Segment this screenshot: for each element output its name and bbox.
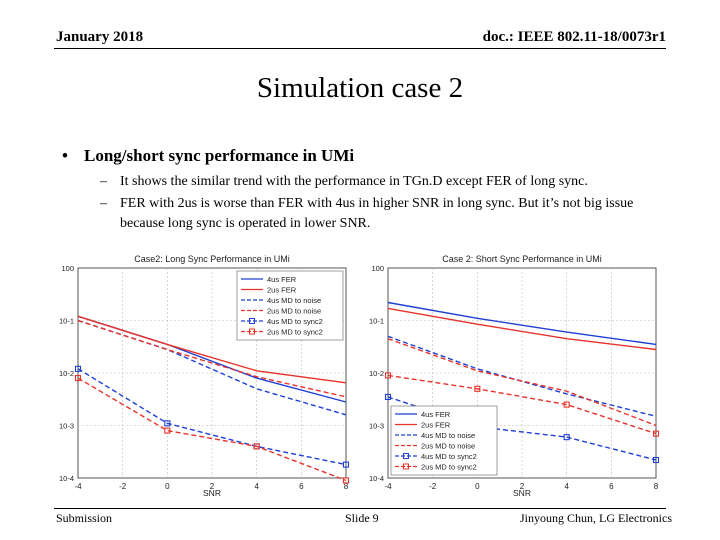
short-sync-series-line-3 — [387, 338, 657, 427]
header-doc-id: doc.: IEEE 802.11-18/0073r1 — [482, 29, 666, 45]
long-sync-legend-label: 4us MD to sync2 — [267, 317, 323, 326]
bullet-marker: • — [62, 146, 68, 165]
footer-rule — [54, 508, 666, 509]
short-sync-data-point — [474, 385, 481, 392]
long-sync-legend-label: 2us FER — [267, 286, 297, 295]
slide-title: Simulation case 2 — [256, 72, 464, 104]
long-sync-x-tick-label: 2 — [210, 482, 215, 491]
long-sync-data-point — [74, 365, 82, 372]
short-sync-series-line-0 — [387, 301, 657, 346]
long-sync-data-point — [253, 443, 260, 450]
short-sync-series-line-1 — [387, 307, 657, 351]
sub-bullet-dash: – — [100, 174, 107, 189]
long-sync-legend-label: 2us MD to sync2 — [267, 328, 323, 337]
long-sync-x-tick-label: 0 — [165, 482, 170, 491]
long-sync-x-tick-label: 4 — [254, 482, 259, 491]
short-sync-legend-label: 2us FER — [421, 421, 451, 430]
short-sync-x-tick-label: -2 — [429, 482, 437, 491]
long-sync-legend-marker — [249, 318, 255, 324]
long-sync-x-tick-label: 8 — [344, 482, 349, 491]
long-sync-series-line-4 — [77, 368, 347, 466]
long-sync-legend-marker — [249, 328, 255, 335]
short-sync-legend-label: 2us MD to noise — [421, 442, 475, 451]
short-sync-data-point — [563, 401, 570, 408]
short-sync-x-tick-label: 8 — [654, 482, 659, 491]
short-sync-title: Case 2: Short Sync Performance in UMi — [442, 254, 602, 264]
long-sync-chart: Case2: Long Sync Performance in UMi -4 -2 0… — [54, 250, 356, 500]
short-sync-y-tick-label: 10-3 — [369, 422, 384, 431]
long-sync-x-tick-label: -4 — [74, 482, 82, 491]
long-sync-x-axis-label: SNR — [203, 488, 221, 498]
short-sync-chart-svg: Case 2: Short Sync Performance in UMi -4 -… — [364, 250, 666, 500]
long-sync-data-point — [74, 375, 82, 382]
short-sync-y-tick-label: 10-2 — [369, 369, 384, 378]
short-sync-data-point — [652, 430, 660, 437]
short-sync-x-tick-label: 4 — [564, 482, 569, 491]
short-sync-x-tick-label: 2 — [520, 482, 525, 491]
footer-submission: Submission — [56, 511, 113, 525]
short-sync-data-point — [384, 372, 392, 379]
footer-slide-number: Slide 9 — [345, 511, 379, 525]
long-sync-legend-label: 4us FER — [267, 275, 297, 284]
short-sync-chart: Case 2: Short Sync Performance in UMi -4 -… — [364, 250, 666, 500]
sub-bullet-text: FER with 2us is worse than FER with 4us … — [120, 196, 634, 231]
short-sync-series-line-4 — [387, 396, 657, 461]
long-sync-data-point — [342, 461, 350, 468]
short-sync-y-tick-label: 100 — [371, 264, 384, 273]
short-sync-legend-label: 2us MD to sync2 — [421, 463, 477, 472]
short-sync-data-point — [652, 456, 660, 464]
header-rule — [54, 48, 666, 49]
short-sync-legend-label: 4us MD to sync2 — [421, 452, 477, 461]
long-sync-x-tick-label: -2 — [119, 482, 127, 491]
short-sync-y-tick-label: 10-4 — [369, 474, 384, 483]
header-date: January 2018 — [56, 29, 144, 45]
long-sync-y-tick-label: 10-4 — [59, 474, 74, 483]
footer-author: Jinyoung Chun, LG Electronics — [520, 511, 672, 525]
short-sync-legend-marker — [403, 463, 409, 470]
long-sync-y-tick-label: 10-2 — [59, 369, 74, 378]
long-sync-chart-svg: Case2: Long Sync Performance in UMi -4 -2 0… — [54, 250, 356, 500]
short-sync-legend-label: 4us MD to noise — [421, 431, 475, 440]
long-sync-series-line-5 — [77, 377, 347, 482]
sub-bullet: – FER with 2us is worse than FER with 4us… — [100, 194, 680, 234]
long-sync-y-tick-label: 10-1 — [59, 317, 74, 326]
short-sync-x-tick-label: -4 — [384, 482, 392, 491]
long-sync-y-tick-label: 10-3 — [59, 422, 74, 431]
short-sync-x-tick-label: 6 — [609, 482, 614, 491]
short-sync-x-tick-label: 0 — [475, 482, 480, 491]
bullet-text: Long/short sync performance in UMi — [84, 146, 355, 165]
short-sync-data-point — [384, 393, 392, 400]
short-sync-series-line-5 — [387, 374, 657, 435]
long-sync-x-tick-label: 6 — [299, 482, 304, 491]
long-sync-y-tick-label: 100 — [61, 264, 74, 273]
sub-bullet: – It shows the similar trend with the per… — [100, 172, 680, 192]
short-sync-y-tick-label: 10-1 — [369, 317, 384, 326]
long-sync-data-point — [164, 427, 171, 434]
sub-bullet-dash: – — [100, 196, 107, 211]
long-sync-legend-label: 2us MD to noise — [267, 307, 321, 316]
short-sync-x-axis-label: SNR — [513, 488, 531, 498]
long-sync-series-line-3 — [77, 319, 347, 398]
long-sync-title: Case2: Long Sync Performance in UMi — [134, 254, 290, 264]
long-sync-data-point — [164, 420, 171, 427]
short-sync-series-line-2 — [387, 335, 657, 417]
long-sync-legend-label: 4us MD to noise — [267, 296, 321, 305]
sub-bullet-text: It shows the similar trend with the perf… — [120, 174, 588, 189]
short-sync-legend-label: 4us FER — [421, 410, 451, 419]
long-sync-series-line-1 — [77, 315, 347, 384]
short-sync-legend-marker — [403, 453, 409, 459]
short-sync-data-point — [563, 434, 570, 441]
bullet-item: • Long/short sync performance in UMi — [62, 146, 354, 166]
long-sync-data-point — [342, 477, 350, 484]
